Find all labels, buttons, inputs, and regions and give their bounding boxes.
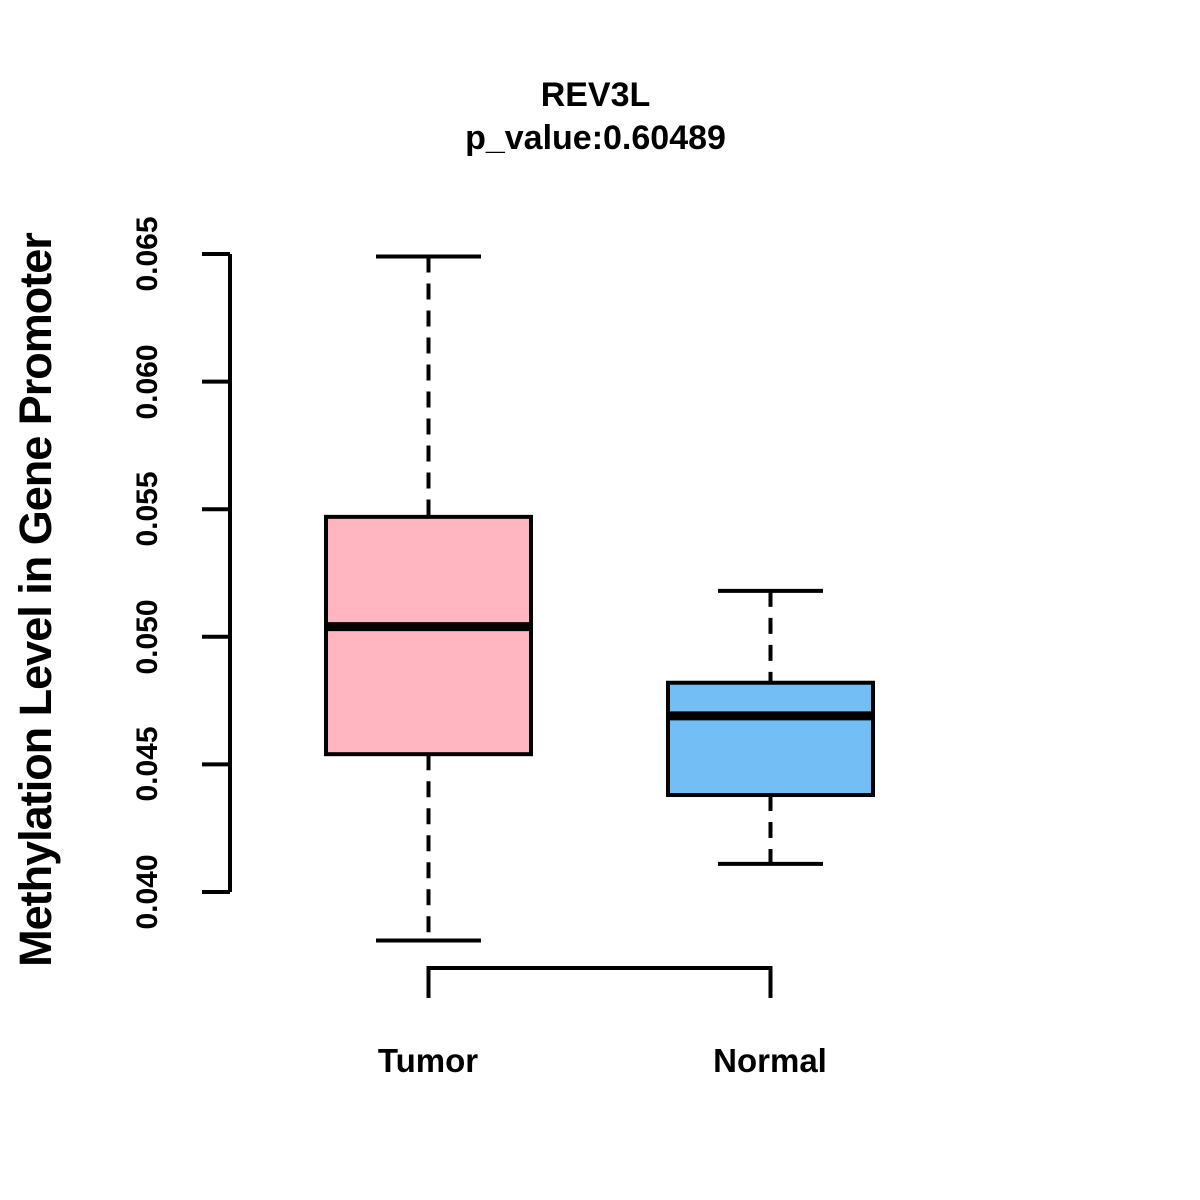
x-category-label-normal: Normal	[713, 1042, 827, 1079]
x-category-label-tumor: Tumor	[377, 1042, 479, 1079]
box-group-tumor	[324, 254, 533, 943]
y-tick-label: 0.040	[131, 854, 164, 930]
y-tick-label: 0.060	[131, 344, 164, 420]
box-group-normal	[666, 588, 875, 866]
y-axis-title: Methylation Level in Gene Promoter	[10, 233, 61, 967]
y-tick-label: 0.055	[131, 471, 164, 547]
y-tick-label: 0.050	[131, 599, 164, 675]
y-tick-label: 0.065	[131, 216, 164, 292]
chart-title: REV3L	[540, 76, 651, 114]
chart-subtitle: p_value:0.60489	[465, 119, 726, 157]
y-tick-label: 0.045	[131, 726, 164, 802]
iqr-box-tumor	[324, 514, 533, 757]
iqr-box-normal	[666, 680, 875, 798]
x-axis-bracket	[426, 966, 773, 998]
